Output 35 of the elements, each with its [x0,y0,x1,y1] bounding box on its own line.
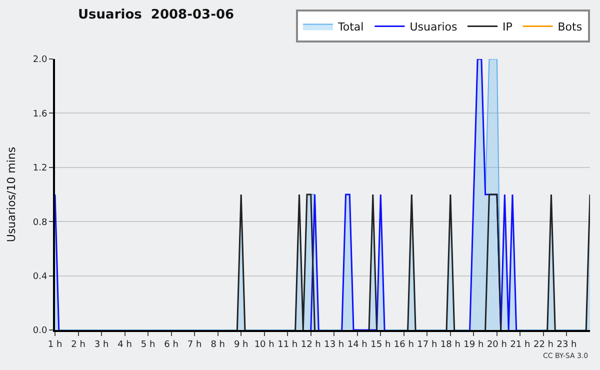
x-tick-label: 1 h [48,340,62,350]
y-tick-label: 1.2 [32,164,48,174]
x-tick-label: 9 h [234,340,248,350]
y-axis-title: Usuarios/10 mins [5,146,18,242]
x-tick-label: 4 h [118,340,132,350]
x-tick-label: 12 h [300,340,321,350]
legend-label: Bots [558,20,582,34]
y-tick-label: 0.4 [32,272,48,282]
y-tick-label: 1.6 [32,109,48,120]
x-tick-label: 5 h [140,340,156,350]
x-tick-label: 15 h [370,340,391,350]
x-tick-label: 22 h [533,340,554,350]
legend-label: IP [502,20,513,34]
x-tick-label: 21 h [510,340,530,350]
x-tick-label: 18 h [440,340,460,350]
y-tick-label: 2.0 [32,55,48,66]
x-tick-label: 11 h [278,340,298,350]
x-tick-label: 14 h [347,340,368,350]
x-tick-label: 19 h [464,340,484,350]
x-tick-label: 3 h [94,340,109,350]
x-tick-label: 6 h [164,340,178,350]
legend-label: Total [337,20,364,34]
chart-title: Usuarios 2008-03-06 [78,7,234,22]
x-tick-label: 8 h [210,340,225,350]
x-tick-label: 20 h [486,340,507,350]
legend-label: Usuarios [410,20,458,34]
y-tick-label: 0.0 [32,326,48,336]
x-tick-label: 13 h [324,340,344,350]
x-tick-label: 23 h [556,340,577,350]
x-tick-label: 2 h [71,340,86,350]
y-tick-label: 0.8 [32,218,48,228]
x-tick-label: 10 h [254,340,274,350]
x-tick-label: 7 h [187,340,202,350]
x-tick-label: 16 h [394,340,414,350]
x-tick-label: 17 h [417,340,438,350]
